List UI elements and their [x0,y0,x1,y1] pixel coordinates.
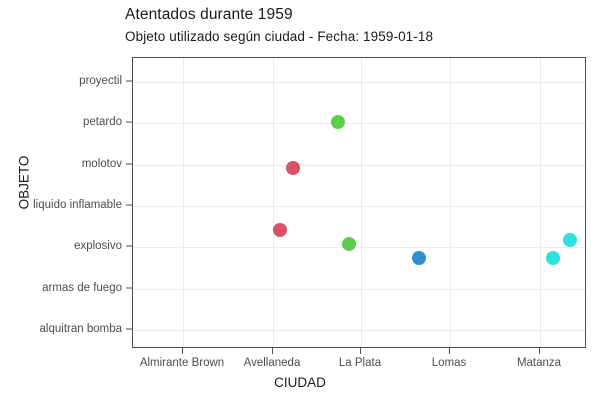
chart-subtitle: Objeto utilizado según ciudad - Fecha: 1… [125,29,434,44]
x-axis-title: CIUDAD [274,375,326,390]
x-axis-tick-mark [449,348,450,354]
gridline-horizontal [133,165,585,166]
data-point [286,161,300,175]
y-axis-tick-mark [126,328,132,330]
y-axis-tick-mark [126,80,132,82]
chart-title: Atentados durante 1959 [125,6,293,23]
y-axis-tick-mark [126,287,132,289]
data-point [331,115,345,129]
gridline-vertical [540,58,541,347]
data-point [342,237,356,251]
gridline-horizontal [133,289,585,290]
x-axis-tick-mark [360,348,361,354]
y-axis-tick-labels: proyectil petardo molotov liquido inflamabl… [0,0,122,400]
data-point [412,251,426,265]
y-axis-tick-label: molotov [81,158,122,170]
gridline-vertical [361,58,362,347]
data-point [273,223,287,237]
gridline-horizontal [133,206,585,207]
x-axis-tick-label: La Plata [338,357,382,369]
y-axis-tick-label: explosivo [74,240,122,252]
x-axis-tick-label: Matanza [516,357,562,369]
y-axis-tick-mark [126,245,132,247]
y-axis-tick-label: liquido inflamable [33,199,122,211]
x-axis-tick-label: Almirante Brown [139,357,225,369]
x-axis-tick-label: Avellaneda [243,357,301,369]
x-axis-tick-mark [539,348,540,354]
y-axis-tick-mark [126,163,132,165]
data-point [546,251,560,265]
x-axis-tick-label: Lomas [431,357,467,369]
gridline-horizontal [133,247,585,248]
gridline-horizontal [133,82,585,83]
gridline-horizontal [133,330,585,331]
gridline-horizontal [133,123,585,124]
y-axis-tick-mark [126,121,132,123]
y-axis-tick-label: petardo [82,116,122,128]
x-axis-tick-mark [182,348,183,354]
data-point [563,233,577,247]
gridline-vertical [273,58,274,347]
gridline-vertical [183,58,184,347]
plot-area [132,57,586,348]
x-axis-tick-mark [272,348,273,354]
y-axis-tick-label: alquitran bomba [39,323,122,335]
y-axis-tick-label: armas de fuego [42,282,122,294]
y-axis-tick-label: proyectil [79,75,122,87]
gridline-vertical [450,58,451,347]
y-axis-tick-mark [126,204,132,206]
